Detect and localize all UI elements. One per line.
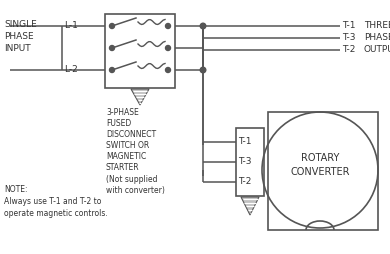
- Circle shape: [200, 23, 206, 29]
- Circle shape: [110, 24, 115, 28]
- Bar: [105, 14, 175, 88]
- Polygon shape: [241, 197, 259, 215]
- Text: T-3: T-3: [342, 34, 356, 42]
- Bar: [268, 112, 378, 230]
- Text: THREE: THREE: [364, 22, 390, 30]
- Circle shape: [110, 68, 115, 72]
- Text: L-2: L-2: [64, 65, 78, 73]
- Circle shape: [165, 45, 170, 51]
- Text: T-1: T-1: [342, 22, 356, 30]
- Circle shape: [165, 68, 170, 72]
- Text: NOTE:
Always use T-1 and T-2 to
operate magnetic controls.: NOTE: Always use T-1 and T-2 to operate …: [4, 185, 108, 218]
- Text: T-1: T-1: [238, 137, 252, 147]
- Text: L-1: L-1: [64, 21, 78, 29]
- Circle shape: [200, 67, 206, 73]
- Bar: [236, 128, 264, 196]
- Text: 3-PHASE
FUSED
DISCONNECT
SWITCH OR
MAGNETIC
STARTER
(Not supplied
with converter: 3-PHASE FUSED DISCONNECT SWITCH OR MAGNE…: [106, 108, 165, 195]
- Polygon shape: [131, 89, 149, 105]
- Text: PHASE: PHASE: [364, 34, 390, 42]
- Text: SINGLE
PHASE
INPUT: SINGLE PHASE INPUT: [4, 20, 37, 53]
- Text: T-2: T-2: [238, 178, 252, 186]
- Text: T-2: T-2: [342, 45, 355, 55]
- Circle shape: [110, 45, 115, 51]
- Circle shape: [165, 24, 170, 28]
- Text: ROTARY
CONVERTER: ROTARY CONVERTER: [290, 153, 350, 177]
- Text: T-3: T-3: [238, 157, 252, 167]
- Text: OUTPUT: OUTPUT: [364, 45, 390, 55]
